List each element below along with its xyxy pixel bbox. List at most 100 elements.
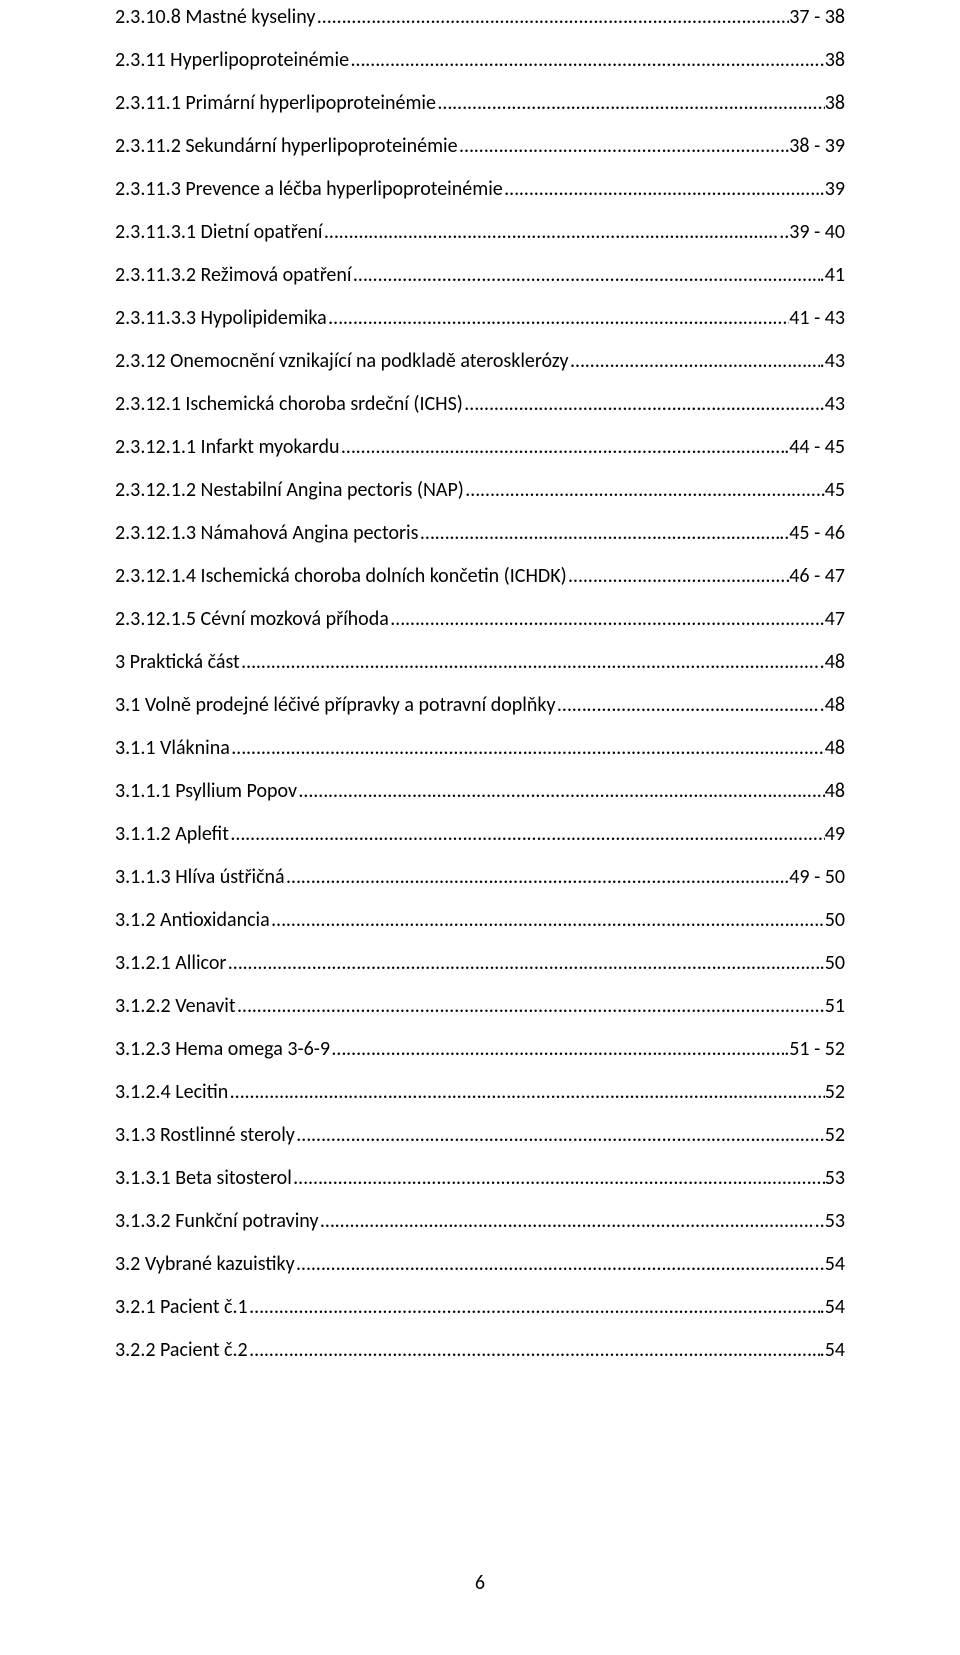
toc-entry-page: .48 [820,650,845,674]
toc-entry-leader: …………………………………………………………………………………………………………… [351,263,819,287]
toc-entry-leader: …………………………………………………………………………………………………………… [236,994,815,1018]
toc-entry-label: 3.1.2.3 Hema omega 3-6-9 [115,1037,330,1061]
toc-entry-leader: …………………………………………………………………………………………………………… [556,693,820,717]
toc-entry-leader: …………………………………………………………………………………………………………… [319,1209,815,1233]
toc-entry-page: .54 [820,1252,845,1276]
toc-entry-label: 2.3.12 Onemocnění vznikající na podkladě… [115,349,569,373]
toc-entry-label: 2.3.12.1.4 Ischemická choroba dolních ko… [115,564,567,588]
toc-entry-page: 38 [825,91,845,115]
toc-entry: 3.2.1 Pacient č.1……………………………………………………………… [115,1295,845,1319]
toc-entry-leader: …………………………………………………………………………………………………………… [418,521,779,545]
toc-entry-label: 3.1.1 Vláknina [115,736,230,760]
toc-entry-label: 2.3.11.3.2 Režimová opatření [115,263,351,287]
toc-entry: 2.3.12.1.5 Cévní mozková příhoda……………………… [115,607,845,631]
toc-entry-leader: …………………………………………………………………………………………………………… [436,91,825,115]
toc-entry-label: 3.1.3 Rostlinné steroly [115,1123,295,1147]
toc-entry-leader: …………………………………………………………………………………………………………… [228,1080,824,1104]
toc-entry-page: .43 [820,392,845,416]
toc-entry-label: 3.1.3.2 Funkční potraviny [115,1209,319,1233]
toc-entry-label: 2.3.10.8 Mastné kyseliny [115,5,315,29]
toc-entry: 2.3.12.1.4 Ischemická choroba dolních ko… [115,564,845,588]
toc-entry-label: 3.1.1.2 Aplefit [115,822,229,846]
toc-entry-leader: …………………………………………………………………………………………………………… [339,435,784,459]
toc-entry: 3.1.3.1 Beta sitosterol……………………………………………… [115,1166,845,1190]
toc-entry-page: ..45 - 46 [779,521,845,545]
toc-entry-label: 2.3.11.3 Prevence a léčba hyperlipoprote… [115,177,503,201]
toc-entry: 3.1.1.1 Psyllium Popov………………………………………………… [115,779,845,803]
toc-entry-page: ..39 - 40 [779,220,845,244]
toc-entry-page: .52 [820,1123,845,1147]
toc-entry-leader: …………………………………………………………………………………………………………… [503,177,820,201]
toc-entry: 2.3.11.3.2 Režimová opatření………………………………… [115,263,845,287]
toc-entry: 3.1.3.2 Funkční potraviny………………………………………… [115,1209,845,1233]
toc-entry: 3.2 Vybrané kazuistiky………………………………………………… [115,1252,845,1276]
toc-entry: 2.3.11.1 Primární hyperlipoproteinémie……… [115,91,845,115]
toc-entry-page: .38 [820,48,845,72]
toc-entry-page: .48 [820,693,845,717]
toc-entry: 3.1.2.3 Hema omega 3-6-9…………………………………………… [115,1037,845,1061]
toc-entry-leader: …………………………………………………………………………………………………………… [270,908,825,932]
toc-entry: 2.3.11 Hyperlipoproteinémie…………………………………… [115,48,845,72]
toc-entry: 3.1.2.2 Venavit…………………………………………………………………… [115,994,845,1018]
toc-entry-page: 37 - 38 [789,5,845,29]
toc-entry: 3.1.1.3 Hlíva ústřičná………………………………………………… [115,865,845,889]
toc-entry-label: 2.3.12.1.1 Infarkt myokardu [115,435,339,459]
toc-entry-label: 3.1.2.2 Venavit [115,994,236,1018]
toc-entry: 3.2.2 Pacient č.2……………………………………………………………… [115,1338,845,1362]
toc-entry-page: .50 [820,951,845,975]
toc-entry-page: 48 [825,779,845,803]
toc-entry: 2.3.10.8 Mastné kyseliny…………………………………………… [115,5,845,29]
toc-entry: 2.3.11.3.3 Hypolipidemika………………………………………… [115,306,845,330]
toc-entry-page: .43 [820,349,845,373]
toc-entry-label: 2.3.11 Hyperlipoproteinémie [115,48,349,72]
toc-entry-page: ..51 [815,994,845,1018]
toc-entry-label: 3.2.1 Pacient č.1 [115,1295,248,1319]
toc-entry-leader: …………………………………………………………………………………………………………… [349,48,820,72]
toc-entry: 3 Praktická část………………………………………………………………… [115,650,845,674]
toc-entry-label: 3.2 Vybrané kazuistiky [115,1252,295,1276]
toc-entry: 2.3.12.1.2 Nestabilní Angina pectoris (N… [115,478,845,502]
toc-entry-leader: …………………………………………………………………………………………………………… [248,1295,820,1319]
toc-entry-page: .41 [820,263,845,287]
toc-entry-leader: …………………………………………………………………………………………………………… [248,1338,820,1362]
toc-entry-leader: …………………………………………………………………………………………………………… [295,1123,820,1147]
toc-entry-leader: …………………………………………………………………………………………………………… [567,564,790,588]
toc-entry-leader: …………………………………………………………………………………………………………… [285,865,785,889]
toc-entry-leader: …………………………………………………………………………………………………………… [330,1037,784,1061]
toc-entry-label: 3.1.2.4 Lecitin [115,1080,228,1104]
toc-entry: 3.1.2 Antioxidancia………………………………………………………… [115,908,845,932]
toc-entry-leader: …………………………………………………………………………………………………………… [327,306,790,330]
toc-entry-page: .39 [820,177,845,201]
toc-entry-page: .51 - 52 [784,1037,845,1061]
toc-entry-label: 2.3.12.1.3 Námahová Angina pectoris [115,521,418,545]
toc-entry: 3.1.3 Rostlinné steroly……………………………………………… [115,1123,845,1147]
toc-entry-label: 3.1 Volně prodejné léčivé přípravky a po… [115,693,556,717]
toc-entry-leader: …………………………………………………………………………………………………………… [389,607,820,631]
toc-entry-label: 3.1.2.1 Allicor [115,951,226,975]
toc-entry-leader: …………………………………………………………………………………………………………… [240,650,820,674]
toc-entry: 2.3.11.2 Sekundární hyperlipoproteinémie… [115,134,845,158]
toc-entry-page: 41 - 43 [789,306,845,330]
toc-entry-label: 2.3.11.2 Sekundární hyperlipoproteinémie [115,134,458,158]
toc-entry: 3.1.2.4 Lecitin…………………………………………………………………… [115,1080,845,1104]
toc-entry-page: 49 [825,822,845,846]
page-number: 6 [0,1571,960,1595]
toc-entry-leader: …………………………………………………………………………………………………………… [297,779,825,803]
toc-entry-page: 48 [825,736,845,760]
toc-entry-label: 2.3.11.3.1 Dietní opatření [115,220,323,244]
toc-entry: 3.1.2.1 Allicor…………………………………………………………………… [115,951,845,975]
toc-entry-leader: …………………………………………………………………………………………………………… [226,951,819,975]
toc-entry-label: 3.1.2 Antioxidancia [115,908,270,932]
toc-entry-page: ..53 [815,1209,845,1233]
toc-entry: 2.3.12 Onemocnění vznikající na podkladě… [115,349,845,373]
toc-entry: 2.3.12.1.1 Infarkt myokardu…………………………………… [115,435,845,459]
toc-entry-label: 3.2.2 Pacient č.2 [115,1338,248,1362]
toc-entry-page: .54 [820,1338,845,1362]
toc-entry: 2.3.12.1.3 Námahová Angina pectoris……………… [115,521,845,545]
toc-entry-label: 2.3.11.3.3 Hypolipidemika [115,306,327,330]
document-page: 2.3.10.8 Mastné kyseliny …………………………………………… [0,0,960,1655]
toc-entry-page: .54 [820,1295,845,1319]
toc-entry: 3.1.1 Vláknina……………………………………………………………………… [115,736,845,760]
toc-entry-label: 2.3.11.1 Primární hyperlipoproteinémie [115,91,436,115]
toc-entry-page: .47 [820,607,845,631]
